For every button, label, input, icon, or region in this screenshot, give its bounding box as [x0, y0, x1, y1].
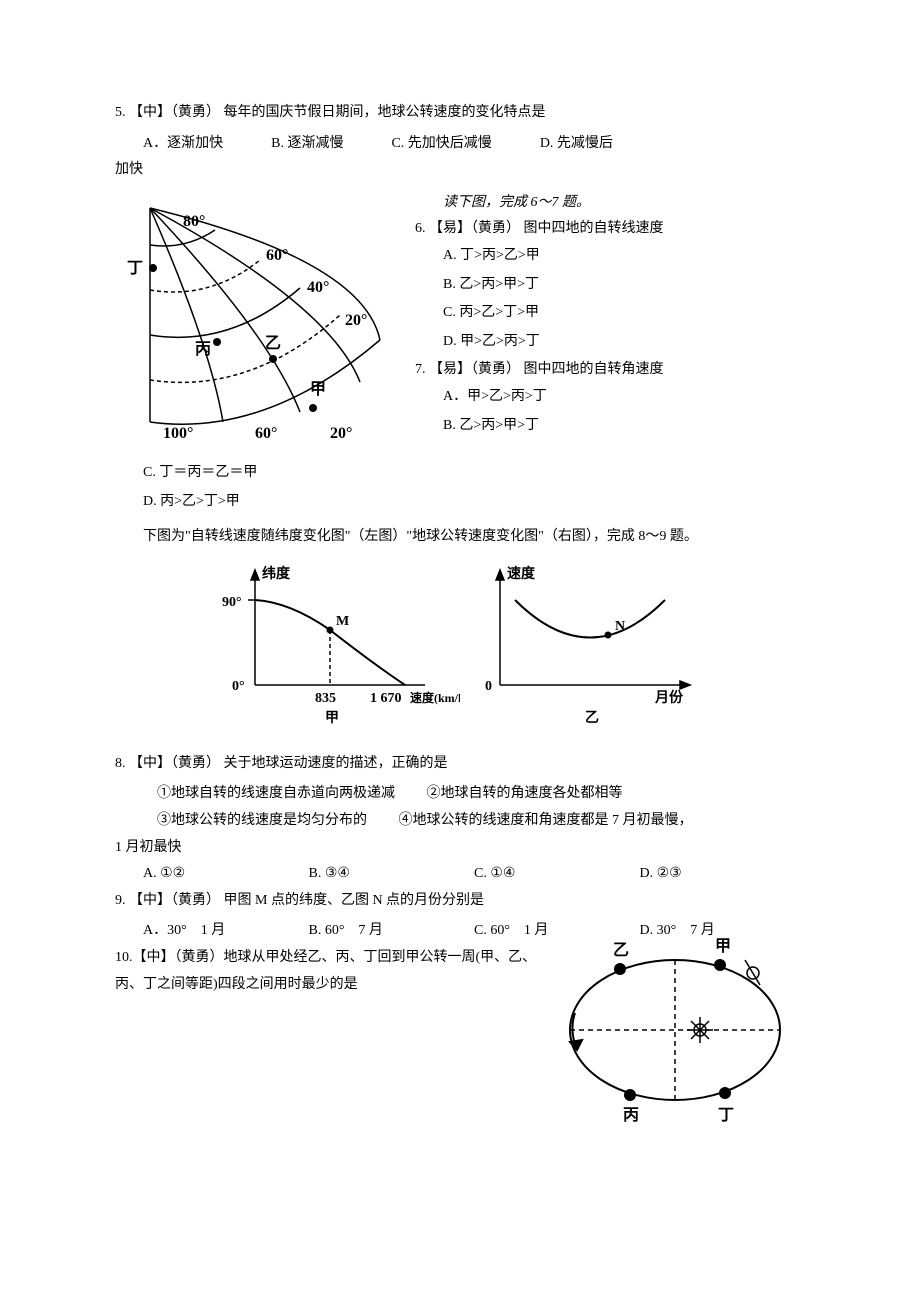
question-8: 8. 【中】（黄勇） 关于地球运动速度的描述，正确的是 — [115, 751, 805, 778]
q7-tag: 【易】（黄勇） — [429, 362, 520, 377]
q6-tag: 【易】（黄勇） — [429, 221, 520, 236]
q7-opt-a: A．甲>乙>丙>丁 — [415, 384, 805, 411]
orbit-ding: 丁 — [718, 1107, 734, 1124]
question-9: 9. 【中】（黄勇） 甲图 M 点的纬度、乙图 N 点的月份分别是 — [115, 888, 805, 915]
q8-s2: ②地球自转的角速度各处都相等 — [427, 786, 623, 801]
lat-40: 40° — [307, 279, 329, 296]
q8-opt-a: A. ①② — [143, 861, 309, 888]
cl-caption: 甲 — [325, 710, 339, 726]
q8-text: 关于地球运动速度的描述，正确的是 — [224, 756, 448, 771]
charts-row: 纬度 90° 0° 835 1 670 速度(km/h) M 甲 速度 — [115, 560, 805, 741]
cl-xtick-835: 835 — [315, 691, 336, 706]
question-10: 10.【中】（黄勇）地球从甲处经乙、丙、丁回到甲公转一周(甲、乙、丙、丁之间等距… — [115, 945, 545, 998]
q5-opt-d: D. 先减慢后 — [540, 131, 613, 158]
q8-opt-b: B. ③④ — [309, 861, 475, 888]
orbit-bing: 丙 — [623, 1106, 639, 1124]
cr-origin: 0 — [485, 679, 492, 694]
cr-point-n: N — [615, 619, 625, 634]
cl-ylabel: 纬度 — [262, 565, 291, 582]
orbit-yi: 乙 — [613, 942, 629, 959]
cl-ytick: 90° — [222, 595, 242, 610]
q5-opt-c: C. 先加快后减慢 — [391, 131, 491, 158]
lat-80: 80° — [183, 213, 205, 230]
cl-point-m: M — [336, 614, 349, 629]
pt-jia: 甲 — [310, 380, 326, 398]
q8-cont: 1 月初最快 — [115, 835, 805, 862]
lat-20: 20° — [345, 312, 367, 329]
q10-tag: 【中】（黄勇） — [133, 950, 224, 965]
q89-intro: 下图为"自转线速度随纬度变化图"（左图）"地球公转速度变化图"（右图），完成 8… — [115, 524, 805, 551]
globe-diagram: 80° 60° 40° 20° 100° 60° 20° 丁 丙 乙 甲 — [115, 190, 405, 461]
q5-text: 每年的国庆节假日期间，地球公转速度的变化特点是 — [224, 105, 546, 120]
pt-bing: 丙 — [195, 340, 211, 358]
q8-s4: ④地球公转的线速度和角速度都是 7 月初最慢， — [399, 813, 693, 828]
q6-number: 6. — [415, 221, 426, 236]
lon-60: 60° — [255, 425, 277, 442]
q7-text: 图中四地的自转角速度 — [524, 362, 664, 377]
orbit-diagram: 甲 乙 丙 丁 — [545, 925, 805, 1136]
cr-ylabel: 速度 — [507, 565, 536, 582]
q5-opt-a: A．逐渐加快 — [143, 131, 223, 158]
q8-s1: ①地球自转的线速度自赤道向两极递减 — [157, 786, 395, 801]
q8-opt-c: C. ①④ — [474, 861, 640, 888]
q8-stmts-line2: ③地球公转的线速度是均匀分布的 ④地球公转的线速度和角速度都是 7 月初最慢， — [115, 808, 805, 835]
q9-opt-a: A．30° 1 月 — [143, 918, 309, 945]
q8-options: A. ①② B. ③④ C. ①④ D. ②③ — [115, 861, 805, 888]
cl-xlabel: 速度(km/h) — [410, 690, 460, 705]
q6-7-block: 80° 60° 40° 20° 100° 60° 20° 丁 丙 乙 甲 读下图… — [115, 190, 805, 461]
q10-number: 10. — [115, 950, 133, 965]
question-7: 7. 【易】（黄勇） 图中四地的自转角速度 — [415, 357, 805, 384]
q7-opt-c: C. 丁＝丙＝乙＝甲 — [143, 460, 805, 487]
chart-right: 速度 0 月份 N 乙 — [460, 560, 720, 741]
chart-left: 纬度 90° 0° 835 1 670 速度(km/h) M 甲 — [200, 560, 460, 741]
q7-opt-d: D. 丙>乙>丁>甲 — [143, 489, 805, 516]
q8-opt-d: D. ②③ — [640, 861, 806, 888]
lon-100: 100° — [163, 425, 193, 442]
q9-text: 甲图 M 点的纬度、乙图 N 点的月份分别是 — [224, 893, 485, 908]
q5-opt-b: B. 逐渐减慢 — [271, 131, 343, 158]
q5-opt-d-cont: 加快 — [115, 157, 777, 184]
q8-tag: 【中】（黄勇） — [129, 756, 220, 771]
lat-60: 60° — [266, 247, 288, 264]
question-10-wrap: 10.【中】（黄勇）地球从甲处经乙、丙、丁回到甲公转一周(甲、乙、丙、丁之间等距… — [115, 945, 805, 1136]
q6-text: 图中四地的自转线速度 — [524, 221, 664, 236]
q6-opt-c: C. 丙>乙>丁>甲 — [415, 300, 805, 327]
lon-20: 20° — [330, 425, 352, 442]
question-6: 6. 【易】（黄勇） 图中四地的自转线速度 — [415, 216, 805, 243]
q8-s3: ③地球公转的线速度是均匀分布的 — [157, 813, 367, 828]
q6-7-text-block: 读下图，完成 6～7 题。 6. 【易】（黄勇） 图中四地的自转线速度 A. 丁… — [405, 190, 805, 441]
q6-opt-b: B. 乙>丙>甲>丁 — [415, 272, 805, 299]
q5-options: A．逐渐加快 B. 逐渐减慢 C. 先加快后减慢 D. 先减慢后 加快 — [115, 131, 805, 184]
q5-number: 5. — [115, 105, 126, 120]
orbit-jia: 甲 — [715, 937, 731, 955]
cl-xtick-1670: 1 670 — [370, 691, 402, 706]
q5-tag: 【中】（黄勇） — [129, 105, 220, 120]
q6-opt-a: A. 丁>丙>乙>甲 — [415, 243, 805, 270]
q6-opt-d: D. 甲>乙>丙>丁 — [415, 329, 805, 356]
q8-stmts-line1: ①地球自转的线速度自赤道向两极递减 ②地球自转的角速度各处都相等 — [115, 781, 805, 808]
q67-intro: 读下图，完成 6～7 题。 — [415, 190, 805, 217]
q9-opt-b: B. 60° 7 月 — [309, 918, 475, 945]
cr-xlabel: 月份 — [654, 689, 684, 706]
q9-tag: 【中】（黄勇） — [129, 893, 220, 908]
q9-number: 9. — [115, 893, 126, 908]
pt-ding: 丁 — [127, 260, 143, 277]
question-5: 5. 【中】（黄勇） 每年的国庆节假日期间，地球公转速度的变化特点是 — [115, 100, 805, 127]
cl-ytick0: 0° — [232, 679, 245, 694]
pt-yi: 乙 — [265, 335, 281, 352]
cr-caption: 乙 — [585, 710, 599, 726]
q7-number: 7. — [415, 362, 426, 377]
q8-number: 8. — [115, 756, 126, 771]
q7-opt-b: B. 乙>丙>甲>丁 — [415, 413, 805, 440]
